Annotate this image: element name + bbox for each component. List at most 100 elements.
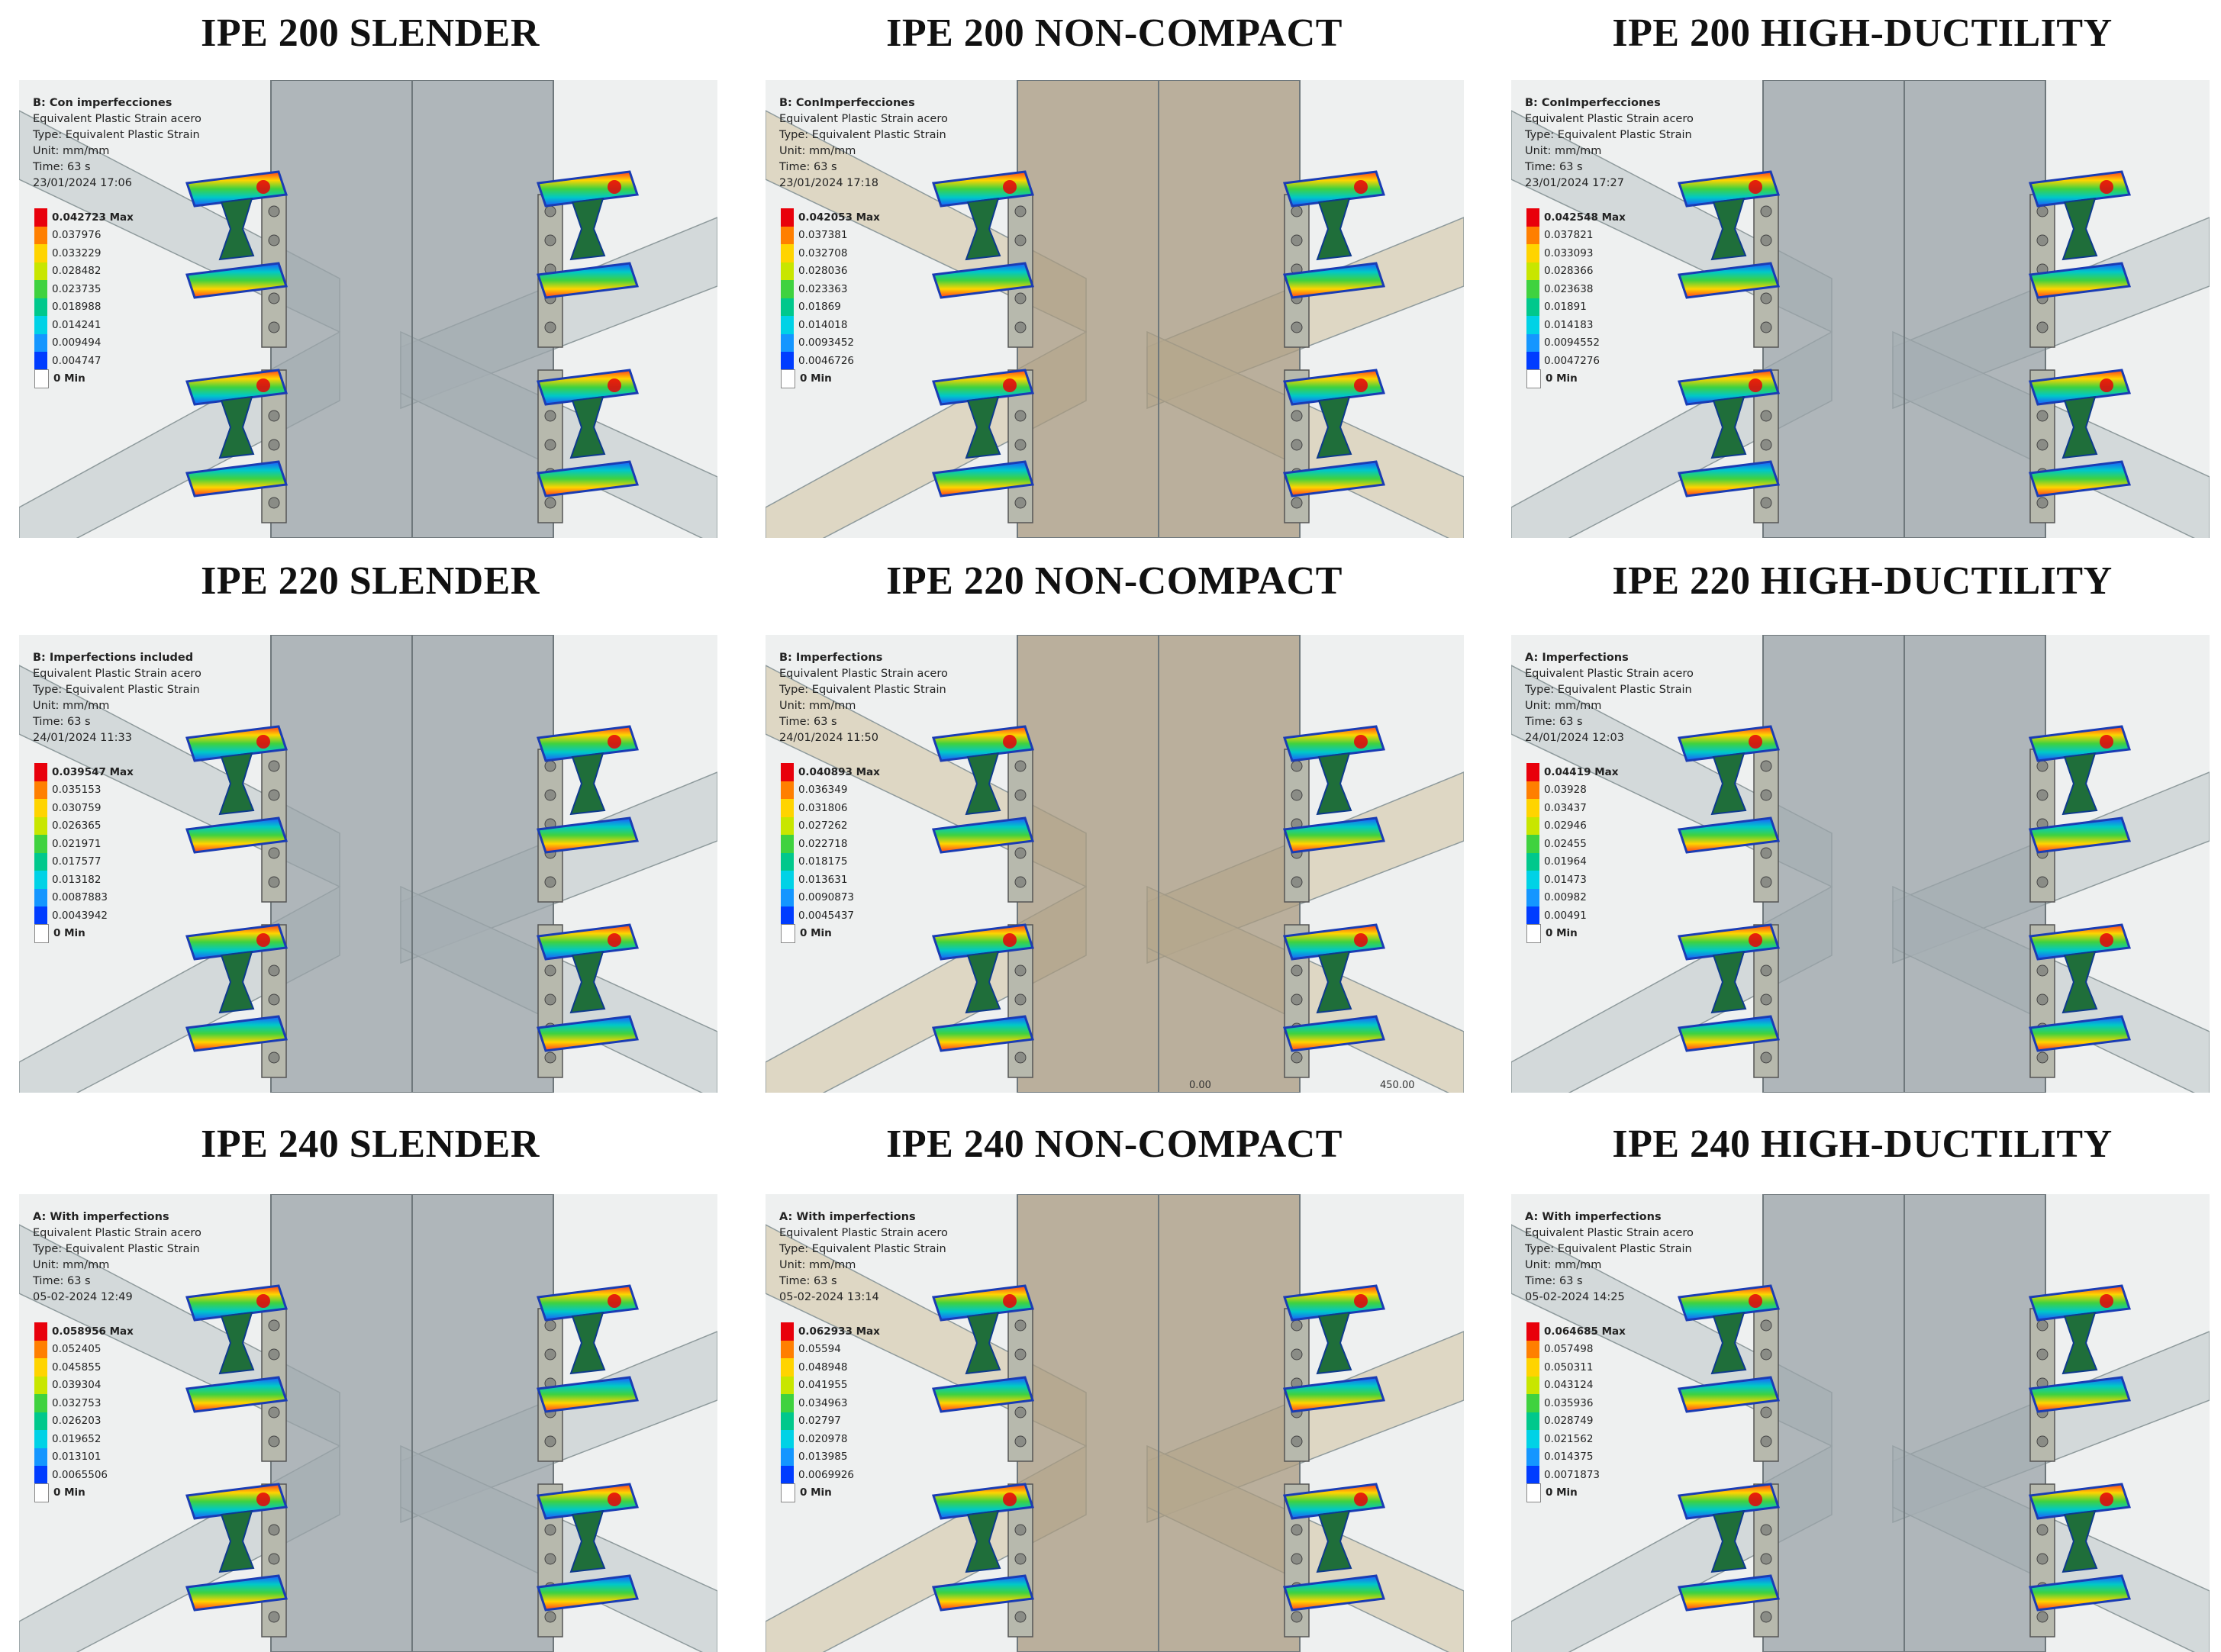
legend-value: 0.042723 Max [52,211,134,224]
legend-entry: 0.014241 [34,316,134,334]
legend-entry: 0.039547 Max [34,763,134,781]
legend-entry: 0.013631 [781,871,880,889]
bolt [2036,964,2049,977]
legend-swatch [1526,763,1539,781]
connection-render [19,635,717,1093]
fea-result-image: A: With imperfections Equivalent Plastic … [1511,1194,2210,1652]
legend-swatch [781,1412,794,1430]
bolt [1760,1348,1772,1361]
legend-value: 0.042053 Max [798,211,880,224]
legend-swatch [781,799,794,817]
bolt [1014,410,1027,422]
legend-swatch [781,852,794,871]
legend-entry: 0.0043942 [34,907,134,925]
legend-swatch [34,280,47,298]
legend-entry: 0.0094552 [1526,333,1626,352]
legend-value: 0.028366 [1544,265,1594,278]
bolt [544,321,556,333]
bolt [268,1524,280,1536]
bolt [544,876,556,888]
legend-entry: 0.040893 Max [781,763,880,781]
bolt [1014,439,1027,451]
result-info-line: Equivalent Plastic Strain acero [33,668,201,680]
legend-value: 0.01891 [1544,301,1587,314]
bolt [268,876,280,888]
dissipator-fuse [1677,923,1781,1052]
bolt [1014,1524,1027,1536]
result-header: A: With imperfections [33,1211,169,1223]
legend-swatch [34,888,47,907]
bolt [2036,789,2049,801]
contour-legend: 0.064685 Max 0.057498 0.050311 0.043124 0.03… [1526,1322,1626,1502]
legend-swatch [781,1322,794,1341]
result-info-line: Unit: mm/mm [779,1259,856,1271]
bolt [2036,1435,2049,1448]
legend-entry: 0.021971 [34,835,134,853]
result-info-line: Equivalent Plastic Strain acero [779,1227,948,1239]
legend-value: 0.032753 [52,1396,102,1409]
legend-entry: 0.021562 [1526,1430,1626,1448]
legend-entry: 0 Min [1526,923,1618,943]
result-info-line: Type: Equivalent Plastic Strain [779,1243,946,1255]
result-info-line: Type: Equivalent Plastic Strain [33,684,200,696]
legend-swatch [34,226,47,244]
bolt [1291,760,1303,772]
bolt [2036,1319,2049,1332]
legend-value: 0.014241 [52,318,102,331]
bolt [1014,1435,1027,1448]
legend-value: 0.0071873 [1544,1468,1600,1481]
result-header: B: ConImperfecciones [779,97,915,109]
contour-legend: 0.039547 Max 0.035153 0.030759 0.026365 0.02… [34,763,134,943]
legend-value: 0.02946 [1544,820,1587,832]
legend-swatch [34,799,47,817]
connection-render [19,80,717,538]
result-info: B: ConImperfecciones Equivalent Plastic S… [779,95,948,192]
bolt [2036,1611,2049,1623]
bolt [544,234,556,246]
legend-swatch [781,244,794,262]
bolt [2036,205,2049,217]
bolt [1760,1319,1772,1332]
legend-entry: 0.037821 [1526,226,1626,244]
bolt [1291,1553,1303,1565]
contour-legend: 0.040893 Max 0.036349 0.031806 0.027262 0.02… [781,763,880,943]
legend-value: 0.013182 [52,873,102,886]
legend-entry: 0.020978 [781,1430,880,1448]
result-info-line: Type: Equivalent Plastic Strain [33,1243,200,1255]
legend-swatch [1526,923,1541,943]
legend-swatch [781,280,794,298]
panel-title: IPE 240 NON-COMPACT [886,1122,1343,1166]
legend-swatch [34,1430,47,1448]
legend-entry: 0.013985 [781,1448,880,1466]
legend-entry: 0.033229 [34,244,134,262]
result-info-line: Equivalent Plastic Strain acero [33,113,201,125]
legend-entry: 0.023363 [781,280,880,298]
result-info-line: Time: 63 s [779,716,837,728]
legend-entry: 0.01891 [1526,298,1626,316]
legend-swatch [1526,1466,1539,1484]
legend-entry: 0.03928 [1526,781,1618,799]
result-info: B: Imperfections included Equivalent Plas… [33,650,201,746]
dissipator-fuse [2028,1483,2132,1612]
result-info-line: 05-02-2024 14:25 [1525,1291,1625,1303]
result-info: A: Imperfections Equivalent Plastic Strai… [1525,650,1694,746]
legend-swatch [781,888,794,907]
legend-swatch [34,852,47,871]
legend-entry: 0.026203 [34,1412,134,1430]
bolt [1760,410,1772,422]
bolt [1291,1051,1303,1064]
legend-entry: 0.032708 [781,244,880,262]
legend-entry: 0.03437 [1526,799,1618,817]
legend-value: 0.037381 [798,229,848,242]
bolt [268,993,280,1006]
bolt [1014,1611,1027,1623]
connection-render [1511,80,2210,538]
fea-result-image: A: With imperfections Equivalent Plastic … [766,1194,1464,1652]
legend-entry: 0.004747 [34,352,134,370]
result-header: B: Imperfections [779,652,883,664]
fea-result-image: B: Imperfections Equivalent Plastic Strai… [766,635,1464,1093]
dissipator-fuse [1282,1284,1386,1413]
dissipator-fuse [931,725,1035,854]
legend-swatch [1526,1376,1539,1394]
result-info-line: Type: Equivalent Plastic Strain [779,129,946,141]
